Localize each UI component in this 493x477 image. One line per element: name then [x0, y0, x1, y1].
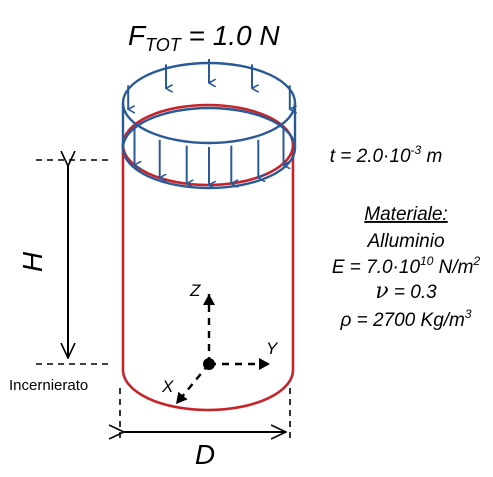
axis-x-label: X	[161, 377, 174, 396]
axis-x-line	[175, 363, 210, 405]
origin-point	[203, 358, 215, 370]
young-modulus: E = 7.0·1010 N/m2	[332, 254, 481, 278]
load-arrows	[127, 59, 290, 185]
thickness-value: t = 2.0·10-3 m	[330, 143, 443, 167]
axis-z-label: Z	[189, 281, 201, 300]
height-label: H	[17, 251, 48, 272]
total-force-title: FTOT = 1.0 N	[128, 20, 280, 55]
material-heading: Materiale:	[364, 204, 447, 225]
properties-panel: t = 2.0·10-3 m Materiale: Alluminio E = …	[330, 143, 481, 331]
poisson-ratio: ν = 0.3	[375, 279, 437, 304]
cylinder-shell	[121, 145, 295, 412]
material-name: Alluminio	[366, 231, 444, 252]
density-value: ρ = 2700 Kg/m3	[339, 307, 471, 331]
diameter-label: D	[195, 439, 215, 470]
constraint-label: Incernierato	[9, 377, 88, 394]
dimension-extension-lines	[36, 159, 291, 440]
coordinate-axes	[175, 294, 270, 405]
axis-y-label: Y	[266, 339, 279, 358]
